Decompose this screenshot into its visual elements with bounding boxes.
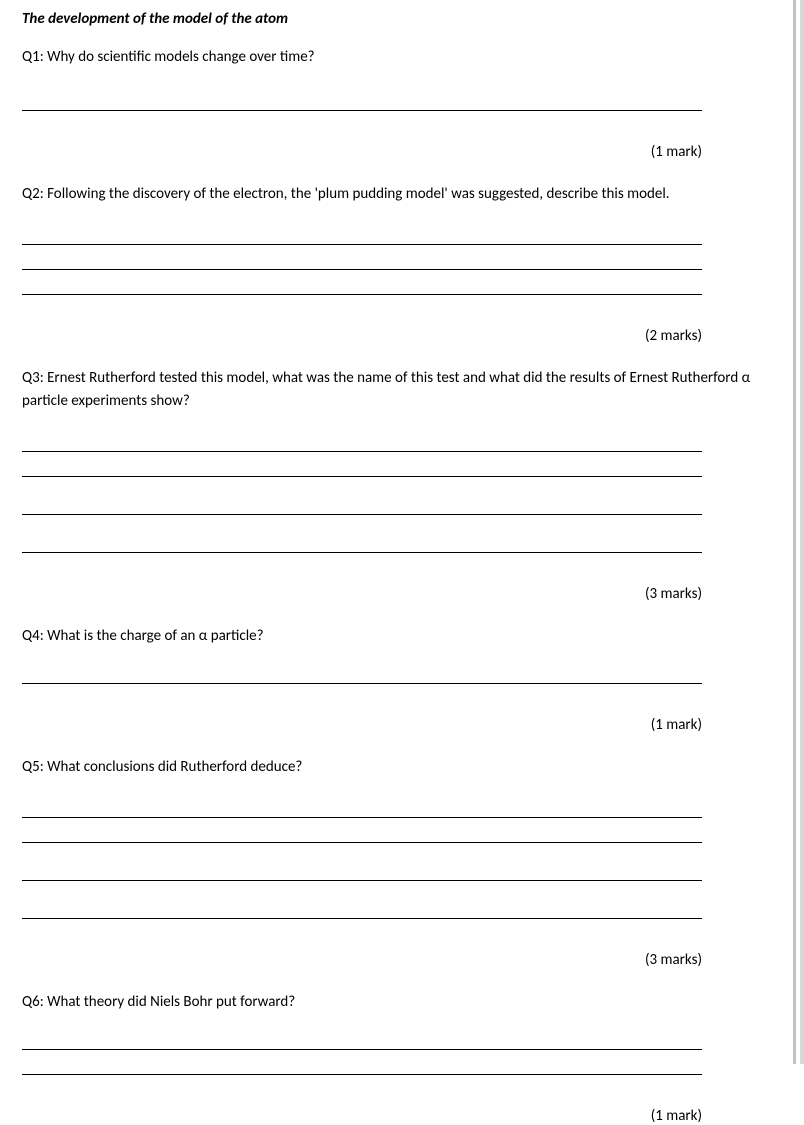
question-1-marks: (1 mark)	[22, 143, 702, 161]
page-edge-shadow-inner	[793, 0, 796, 1064]
page-edge-shadow-outer	[800, 0, 804, 1064]
question-3-text: Q3: Ernest Rutherford tested this model,…	[22, 367, 763, 412]
answer-line	[22, 533, 702, 553]
answer-line	[22, 664, 702, 684]
question-6: Q6: What theory did Niels Bohr put forwa…	[22, 991, 763, 1125]
question-4-marks: (1 mark)	[22, 716, 702, 734]
answer-line	[22, 225, 702, 245]
question-1: Q1: Why do scientific models change over…	[22, 46, 763, 161]
question-4: Q4: What is the charge of an α particle?…	[22, 625, 763, 734]
answer-line	[22, 457, 702, 477]
question-4-text: Q4: What is the charge of an α particle?	[22, 625, 763, 648]
question-2: Q2: Following the discovery of the elect…	[22, 183, 763, 346]
answer-line	[22, 1055, 702, 1075]
question-3: Q3: Ernest Rutherford tested this model,…	[22, 367, 763, 603]
answer-line	[22, 91, 702, 111]
answer-line	[22, 798, 702, 818]
question-2-text: Q2: Following the discovery of the elect…	[22, 183, 763, 206]
answer-line	[22, 250, 702, 270]
answer-line	[22, 432, 702, 452]
question-6-marks: (1 mark)	[22, 1107, 702, 1125]
answer-line	[22, 823, 702, 843]
question-6-text: Q6: What theory did Niels Bohr put forwa…	[22, 991, 763, 1014]
answer-line	[22, 275, 702, 295]
worksheet-title: The development of the model of the atom	[22, 10, 763, 28]
question-3-marks: (3 marks)	[22, 585, 702, 603]
question-5: Q5: What conclusions did Rutherford dedu…	[22, 756, 763, 970]
question-2-marks: (2 marks)	[22, 327, 702, 345]
question-5-text: Q5: What conclusions did Rutherford dedu…	[22, 756, 763, 779]
answer-line	[22, 899, 702, 919]
question-5-marks: (3 marks)	[22, 951, 702, 969]
question-1-text: Q1: Why do scientific models change over…	[22, 46, 763, 69]
answer-line	[22, 861, 702, 881]
answer-line	[22, 1030, 702, 1050]
answer-line	[22, 495, 702, 515]
worksheet-page: The development of the model of the atom…	[0, 0, 785, 1064]
